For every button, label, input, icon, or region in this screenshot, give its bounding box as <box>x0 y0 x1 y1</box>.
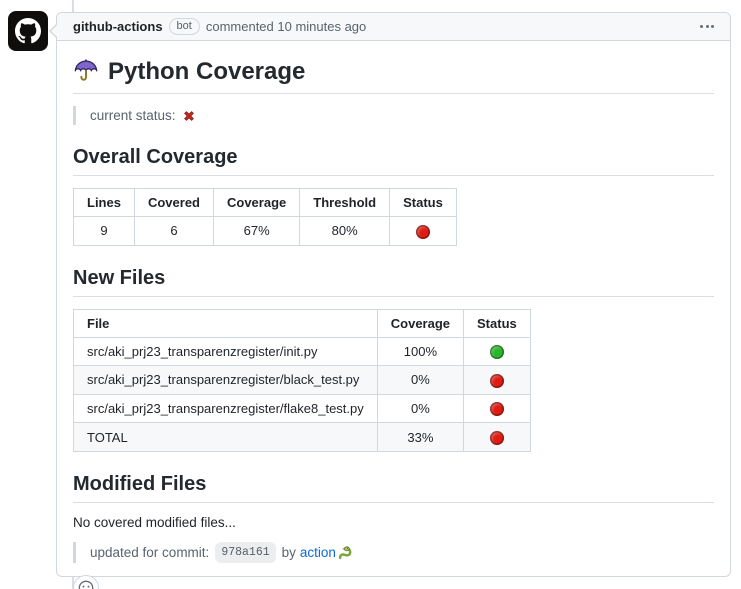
coverage-cell: 100% <box>376 336 465 367</box>
comment-body: Python Coverage current status: Overall … <box>57 41 730 589</box>
commit-by-text: by <box>281 544 296 560</box>
current-status-label: current status: <box>90 108 176 123</box>
lines-cell: 9 <box>73 216 135 246</box>
column-header: Lines <box>73 188 135 217</box>
commit-update-quote: updated for commit: 978a161 by action <box>73 541 714 563</box>
table-row: src/aki_prj23_transparenzregister/flake8… <box>73 393 531 424</box>
coverage-cell: 33% <box>376 422 465 452</box>
umbrella-icon <box>73 59 99 85</box>
status-circle-icon <box>489 345 504 360</box>
page-title-text: Python Coverage <box>108 58 306 85</box>
column-header: Status <box>463 308 531 338</box>
status-cell <box>463 393 531 424</box>
coverage-cell: 0% <box>376 365 465 395</box>
table-row: 9 6 67% 80% <box>73 216 457 246</box>
table-row: TOTAL 33% <box>73 422 531 452</box>
status-circle-icon <box>489 373 504 388</box>
comment-meta[interactable]: commented 10 minutes ago <box>205 19 367 34</box>
new-files-table: File Coverage Status src/aki_prj23_trans… <box>73 308 531 452</box>
author-link[interactable]: github-actions <box>73 19 163 34</box>
covered-cell: 6 <box>133 216 215 246</box>
column-header: Covered <box>133 188 215 217</box>
status-circle-icon <box>415 224 430 239</box>
action-link[interactable]: action <box>299 544 336 560</box>
github-octocat-icon <box>15 18 41 44</box>
kebab-horizontal-icon[interactable] <box>696 21 718 32</box>
status-cell <box>463 365 531 395</box>
column-header: File <box>73 308 378 338</box>
current-status-quote: current status: <box>73 106 714 125</box>
table-row: src/aki_prj23_transparenzregister/black_… <box>73 365 531 395</box>
column-header: Threshold <box>299 188 391 217</box>
commit-update-label: updated for commit: <box>90 544 210 560</box>
file-cell: src/aki_prj23_transparenzregister/flake8… <box>73 393 378 424</box>
table-header-row: File Coverage Status <box>73 308 531 338</box>
cross-mark-icon <box>182 109 196 123</box>
status-circle-icon <box>489 430 504 445</box>
overall-coverage-table: Lines Covered Coverage Threshold Status … <box>73 188 457 246</box>
status-cell <box>389 216 457 246</box>
coverage-cell: 0% <box>376 393 465 424</box>
coverage-cell: 67% <box>212 216 301 246</box>
file-cell: TOTAL <box>73 422 378 452</box>
snake-icon <box>338 544 355 561</box>
column-header: Status <box>389 188 457 217</box>
status-cell <box>463 422 531 452</box>
comment-card: github-actions bot commented 10 minutes … <box>49 12 731 589</box>
page-title: Python Coverage <box>73 58 714 94</box>
column-header: Coverage <box>376 308 465 338</box>
column-header: Coverage <box>212 188 301 217</box>
table-header-row: Lines Covered Coverage Threshold Status <box>73 188 457 217</box>
comment-caret <box>49 23 58 39</box>
bot-badge: bot <box>168 18 200 35</box>
threshold-cell: 80% <box>299 216 391 246</box>
commit-hash-badge: 978a161 <box>215 541 276 563</box>
modified-files-empty-text: No covered modified files... <box>73 514 236 530</box>
table-row: src/aki_prj23_transparenzregister/init.p… <box>73 336 531 367</box>
status-cell <box>463 336 531 367</box>
section-heading-overall-coverage: Overall Coverage <box>73 145 714 176</box>
comment-header: github-actions bot commented 10 minutes … <box>57 13 730 41</box>
smiley-icon <box>78 580 94 589</box>
file-cell: src/aki_prj23_transparenzregister/black_… <box>73 365 378 395</box>
section-heading-modified-files: Modified Files <box>73 472 714 503</box>
avatar[interactable] <box>8 11 48 51</box>
section-heading-new-files: New Files <box>73 266 714 297</box>
add-reaction-button[interactable] <box>73 574 99 589</box>
status-circle-icon <box>489 402 504 417</box>
file-cell: src/aki_prj23_transparenzregister/init.p… <box>73 336 378 367</box>
